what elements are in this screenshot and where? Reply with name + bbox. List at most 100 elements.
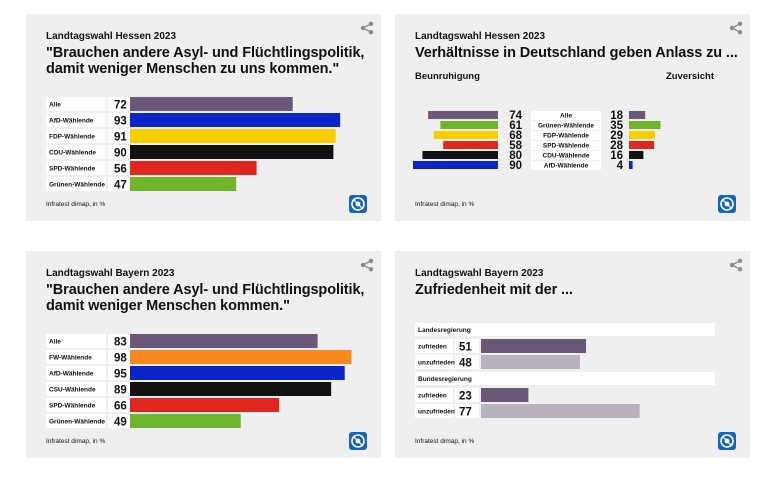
ard-logo-icon[interactable] [718, 195, 736, 213]
group-header: Bundesregierung [418, 376, 472, 383]
chart-subtitle: Landtagswahl Hessen 2023 [46, 31, 177, 42]
category-label-bg [46, 398, 106, 412]
value-label-zuversicht: 35 [610, 120, 623, 132]
value-label-bg [455, 388, 479, 402]
source-label: Infratest dimap, in % [46, 438, 106, 445]
category-label-bg [531, 121, 601, 130]
bar-zuversicht [629, 161, 633, 169]
value-label-bg [108, 414, 130, 428]
category-label: Alle [49, 339, 61, 346]
value-label-beunruhigung: 90 [509, 160, 522, 172]
category-label: SPD-Wählende [49, 403, 96, 410]
bar-zuversicht [629, 151, 644, 159]
bar-beunruhigung [443, 141, 498, 149]
category-label: SPD-Wählende [543, 143, 590, 150]
value-label-zuversicht: 28 [610, 140, 623, 152]
category-label-bg [46, 161, 106, 175]
category-label-bg [46, 129, 106, 143]
category-label-bg [46, 97, 106, 111]
category-label: Alle [49, 102, 61, 109]
value-label-bg [108, 398, 130, 412]
value-label-beunruhigung: 80 [509, 150, 522, 162]
bar [130, 382, 332, 396]
category-label: Grünen-Wählende [538, 123, 594, 130]
bar [130, 414, 241, 428]
ard-logo-icon[interactable] [349, 195, 367, 213]
bar-beunruhigung [440, 121, 498, 129]
category-label-bg [46, 145, 106, 159]
chart-subtitle: Landtagswahl Bayern 2023 [46, 268, 175, 279]
bar-chart: Alle 83 FW-Wählende 98 AfD-Wählende 95 CSU-Wäh… [46, 334, 352, 429]
ard-logo-icon[interactable] [349, 432, 367, 450]
bar-zuversicht [629, 141, 655, 149]
bar [130, 97, 293, 111]
category-label-bg [46, 366, 106, 380]
bar [130, 113, 341, 127]
source-label: Infratest dimap, in % [415, 201, 475, 208]
value-label-bg [108, 113, 130, 127]
value-label: 51 [459, 342, 472, 354]
category-label-bg [415, 339, 453, 353]
category-label: FDP-Wählende [49, 134, 95, 141]
value-label: 23 [459, 391, 472, 403]
value-label: 56 [114, 164, 127, 176]
bar [481, 355, 580, 369]
bar-beunruhigung [428, 111, 498, 119]
chart-title: Verhältnisse in Deutschland geben Anlass… [415, 45, 738, 61]
value-label: 47 [114, 180, 127, 192]
value-label: 95 [114, 369, 127, 381]
bar [130, 334, 318, 348]
chart-title-line-2: damit weniger Menschen zu uns kommen." [46, 61, 340, 77]
share-icon[interactable] [729, 258, 743, 272]
value-label-zuversicht: 4 [617, 160, 624, 172]
bar [130, 398, 280, 412]
value-label: 72 [114, 100, 127, 112]
category-label: CSU-Wählende [49, 387, 96, 394]
chart-title-line-1: "Brauchen andere Asyl- und Flüchtlingspo… [46, 45, 365, 61]
bar-beunruhigung [413, 161, 498, 169]
bar-beunruhigung [422, 151, 498, 159]
share-icon[interactable] [360, 258, 374, 272]
chart-subtitle: Landtagswahl Bayern 2023 [415, 268, 544, 279]
category-label: zufrieden [418, 344, 447, 351]
category-label: CDU-Wählende [49, 150, 96, 157]
share-icon[interactable] [729, 21, 743, 35]
value-label-bg [108, 145, 130, 159]
category-label: AfD-Wählende [49, 118, 94, 125]
category-label-bg [531, 111, 601, 120]
category-label: Grünen-Wählende [49, 419, 105, 426]
chart-title-line-2: damit weniger Menschen kommen." [46, 298, 290, 314]
left-header: Beunruhigung [415, 71, 480, 82]
value-label-bg [108, 366, 130, 380]
value-label: 49 [114, 417, 127, 429]
group-header: Landesregierung [418, 327, 471, 334]
right-header: Zuversicht [666, 71, 715, 82]
category-label: AfD-Wählende [544, 163, 589, 170]
category-label-bg [46, 414, 106, 428]
value-label-zuversicht: 18 [610, 110, 623, 122]
category-label-bg [415, 404, 453, 418]
bar [130, 129, 336, 143]
value-label: 48 [459, 358, 472, 370]
value-label: 77 [459, 407, 472, 419]
chart-title: "Brauchen andere Asyl- und Flüchtlingspo… [46, 282, 364, 314]
value-label-bg [108, 161, 130, 175]
category-label-bg [531, 131, 601, 140]
category-label-bg [531, 151, 601, 160]
chart-title-line-1: "Brauchen andere Asyl- und Flüchtlingspo… [46, 282, 365, 298]
value-label: 93 [114, 116, 127, 128]
source-label: Infratest dimap, in % [415, 438, 475, 445]
share-icon[interactable] [360, 21, 374, 35]
value-label-bg [108, 334, 130, 348]
category-label: Grünen-Wählende [49, 182, 105, 189]
value-label-beunruhigung: 58 [509, 140, 522, 152]
bar [130, 161, 257, 175]
bar [481, 404, 640, 418]
source-label: Infratest dimap, in % [46, 201, 106, 208]
ard-logo-icon[interactable] [718, 432, 736, 450]
category-label: FW-Wählende [49, 355, 92, 362]
value-label-bg [108, 177, 130, 191]
bar-zuversicht [629, 121, 661, 129]
value-label-bg [108, 382, 130, 396]
grouped-bar-chart: Landesregierung zufrieden 51 unzufrieden 48 B… [415, 323, 715, 419]
